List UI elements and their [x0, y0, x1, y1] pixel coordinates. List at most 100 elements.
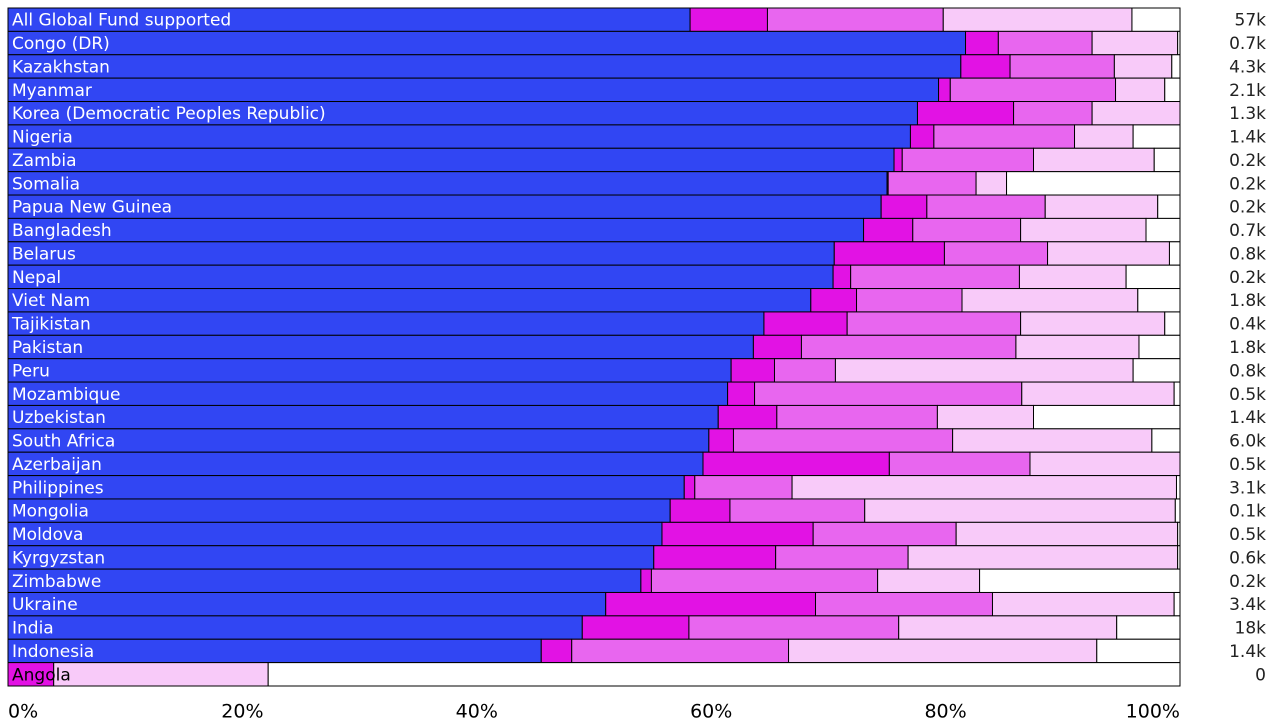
bar-segment [955, 521, 1179, 547]
plot-frame [7, 7, 1181, 687]
category-label: Belarus [12, 244, 76, 264]
bar-segment [1113, 54, 1173, 79]
category-label: India [12, 619, 54, 639]
total-label: 1.4k [1229, 642, 1266, 662]
bar-segment [1125, 264, 1181, 290]
bar-segment [856, 288, 963, 313]
bar-segment [933, 124, 1076, 149]
bar-segment [1164, 311, 1181, 336]
category-label: Kyrgyzstan [12, 548, 105, 568]
bar-segment [938, 77, 951, 103]
bar-segment [832, 264, 852, 290]
bar-segment [1015, 334, 1140, 360]
bar-segment [571, 638, 790, 664]
bar-segment [1173, 381, 1181, 406]
category-label: Mozambique [12, 385, 121, 405]
total-label: 0.2k [1229, 572, 1266, 592]
bar-segment [997, 30, 1093, 56]
category-label: Kazakhstan [12, 57, 110, 77]
bar-segment [887, 171, 977, 196]
bar-segment [1047, 241, 1170, 266]
total-label: 0.2k [1229, 151, 1266, 171]
category-label: Zimbabwe [12, 572, 101, 592]
bar-segment [936, 404, 1034, 430]
category-label: Zambia [12, 151, 77, 171]
bar-segment [979, 568, 1181, 593]
bar-segment [669, 498, 731, 523]
bar-segment [1168, 241, 1181, 266]
total-label: 1.3k [1229, 104, 1266, 124]
bar-segment [7, 451, 704, 477]
total-label: 1.4k [1229, 408, 1266, 428]
total-label: 0.5k [1229, 525, 1266, 545]
bar-segment [810, 288, 858, 313]
bar-segment [1132, 124, 1181, 149]
bar-segment [1020, 311, 1166, 336]
bar-segment [1171, 54, 1181, 79]
bar-segment [1132, 358, 1181, 383]
category-label: Somalia [12, 174, 80, 194]
category-label: Papua New Guinea [12, 198, 172, 218]
bar-segment [53, 662, 269, 687]
bar-segment [864, 498, 1176, 523]
total-label: 57k [1235, 11, 1267, 31]
bar-segment [7, 147, 895, 173]
bar-segment [702, 451, 890, 477]
category-label: Uzbekistan [12, 408, 106, 428]
bar-segment [1116, 615, 1181, 640]
category-label: Viet Nam [12, 291, 90, 311]
category-label: South Africa [12, 432, 115, 452]
bar-segment [1033, 404, 1181, 430]
bar-segment [775, 545, 909, 570]
bar-segment [901, 147, 1035, 173]
bar-segment [926, 194, 1046, 219]
bar-segment [791, 475, 1177, 500]
bar-segment [888, 451, 1031, 477]
bar-segment [7, 475, 685, 500]
bar-segment [650, 568, 879, 593]
x-tick-label: 100% [1126, 701, 1180, 722]
bar-segment [1145, 217, 1181, 243]
category-label: Peru [12, 361, 50, 381]
bar-segment [7, 334, 754, 360]
category-label: Indonesia [12, 642, 94, 662]
total-label: 2.1k [1229, 81, 1266, 101]
bar-segment [833, 241, 945, 266]
bar-segment [991, 591, 1175, 617]
category-label: Moldova [12, 525, 83, 545]
total-label: 0 [1255, 665, 1266, 685]
bar-segment [1138, 334, 1181, 360]
bar-segment [1175, 475, 1181, 500]
category-label: Azerbaijan [12, 455, 102, 475]
bar-segment [1131, 7, 1181, 32]
total-label: 3.1k [1229, 478, 1266, 498]
bar-segment [540, 638, 573, 664]
total-label: 0.2k [1229, 198, 1266, 218]
total-label: 0.7k [1229, 221, 1266, 241]
bar-segment [7, 54, 962, 79]
bar-segment [1020, 217, 1147, 243]
bar-segment [729, 498, 866, 523]
total-label: 0.1k [1229, 502, 1266, 522]
bar-segment [788, 638, 1098, 664]
bar-segment [7, 241, 835, 266]
bar-segment [640, 568, 652, 593]
bar-segment [1009, 54, 1115, 79]
bar-segment [909, 124, 935, 149]
bar-segment [752, 334, 802, 360]
bar-segment [975, 171, 1008, 196]
bar-segment [800, 334, 1017, 360]
bar-segment [846, 311, 1022, 336]
bar-segment [1006, 171, 1181, 196]
bar-segment [708, 428, 734, 453]
bar-segment [1164, 77, 1181, 103]
category-label: Angola [12, 665, 71, 685]
bar-segment [7, 498, 671, 523]
bar-segment [815, 591, 993, 617]
bar-segment [773, 358, 836, 383]
bar-segment [952, 428, 1153, 453]
category-label: Pakistan [12, 338, 83, 358]
category-label: All Global Fund supported [12, 11, 231, 31]
total-label: 0.4k [1229, 315, 1266, 335]
category-label: Nigeria [12, 128, 73, 148]
